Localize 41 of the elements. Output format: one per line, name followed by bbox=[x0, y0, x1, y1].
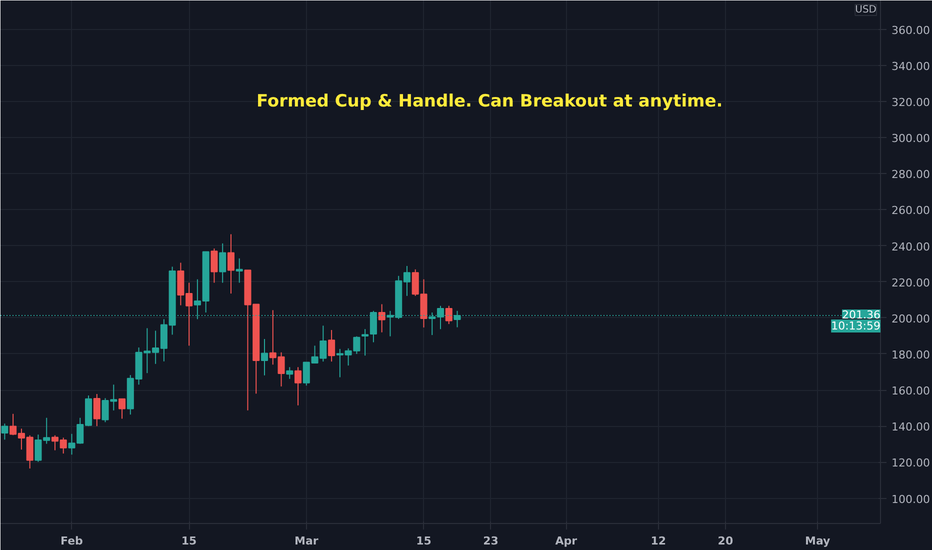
y-tick-label: 260.00 bbox=[892, 204, 930, 218]
candlestick bbox=[227, 234, 234, 294]
candlestick bbox=[328, 329, 336, 362]
candlestick bbox=[93, 394, 100, 427]
x-tick-label: 15 bbox=[416, 534, 432, 548]
ref-line-label: 201.36 bbox=[842, 308, 881, 322]
candlestick bbox=[294, 366, 302, 406]
y-tick-label: 140.00 bbox=[892, 420, 930, 434]
x-tick-label: Feb bbox=[60, 534, 84, 548]
candlestick bbox=[445, 305, 452, 325]
x-tick-label: Mar bbox=[294, 534, 319, 548]
y-tick-label: 200.00 bbox=[892, 312, 930, 326]
x-tick-label: Apr bbox=[555, 534, 578, 548]
y-tick-label: 180.00 bbox=[892, 348, 930, 362]
annotation: Formed Cup & Handle. Can Breakout at anytime. bbox=[256, 92, 723, 112]
y-tick-label: 240.00 bbox=[892, 240, 930, 254]
candlestick bbox=[1, 423, 8, 440]
annotation: 10:13:59 bbox=[831, 319, 881, 332]
candlestick bbox=[118, 398, 126, 420]
candlestick bbox=[210, 248, 218, 284]
candlestick bbox=[260, 338, 268, 376]
candlestick bbox=[219, 242, 226, 284]
candlestick bbox=[378, 304, 386, 333]
y-tick-label: 280.00 bbox=[892, 168, 930, 182]
x-tick-label: 15 bbox=[181, 534, 197, 548]
candlestick bbox=[286, 366, 294, 380]
y-tick-label: 120.00 bbox=[892, 456, 930, 470]
y-tick-label: 340.00 bbox=[892, 60, 930, 73]
y-tick-label: 300.00 bbox=[892, 132, 930, 146]
y-tick-label: 160.00 bbox=[892, 384, 930, 398]
y-tick-label: 360.00 bbox=[892, 24, 930, 37]
x-tick-label: May bbox=[805, 534, 830, 548]
x-tick-label: 20 bbox=[718, 534, 734, 548]
x-tick-label: 12 bbox=[650, 534, 666, 548]
y-tick-label: 100.00 bbox=[892, 492, 930, 506]
y-tick-label: 220.00 bbox=[892, 276, 930, 290]
y-axis-title: USD bbox=[855, 4, 877, 16]
y-tick-label: 320.00 bbox=[892, 96, 930, 109]
x-tick-label: 23 bbox=[483, 534, 498, 548]
candlestick bbox=[236, 258, 243, 284]
candlestick bbox=[362, 328, 369, 356]
